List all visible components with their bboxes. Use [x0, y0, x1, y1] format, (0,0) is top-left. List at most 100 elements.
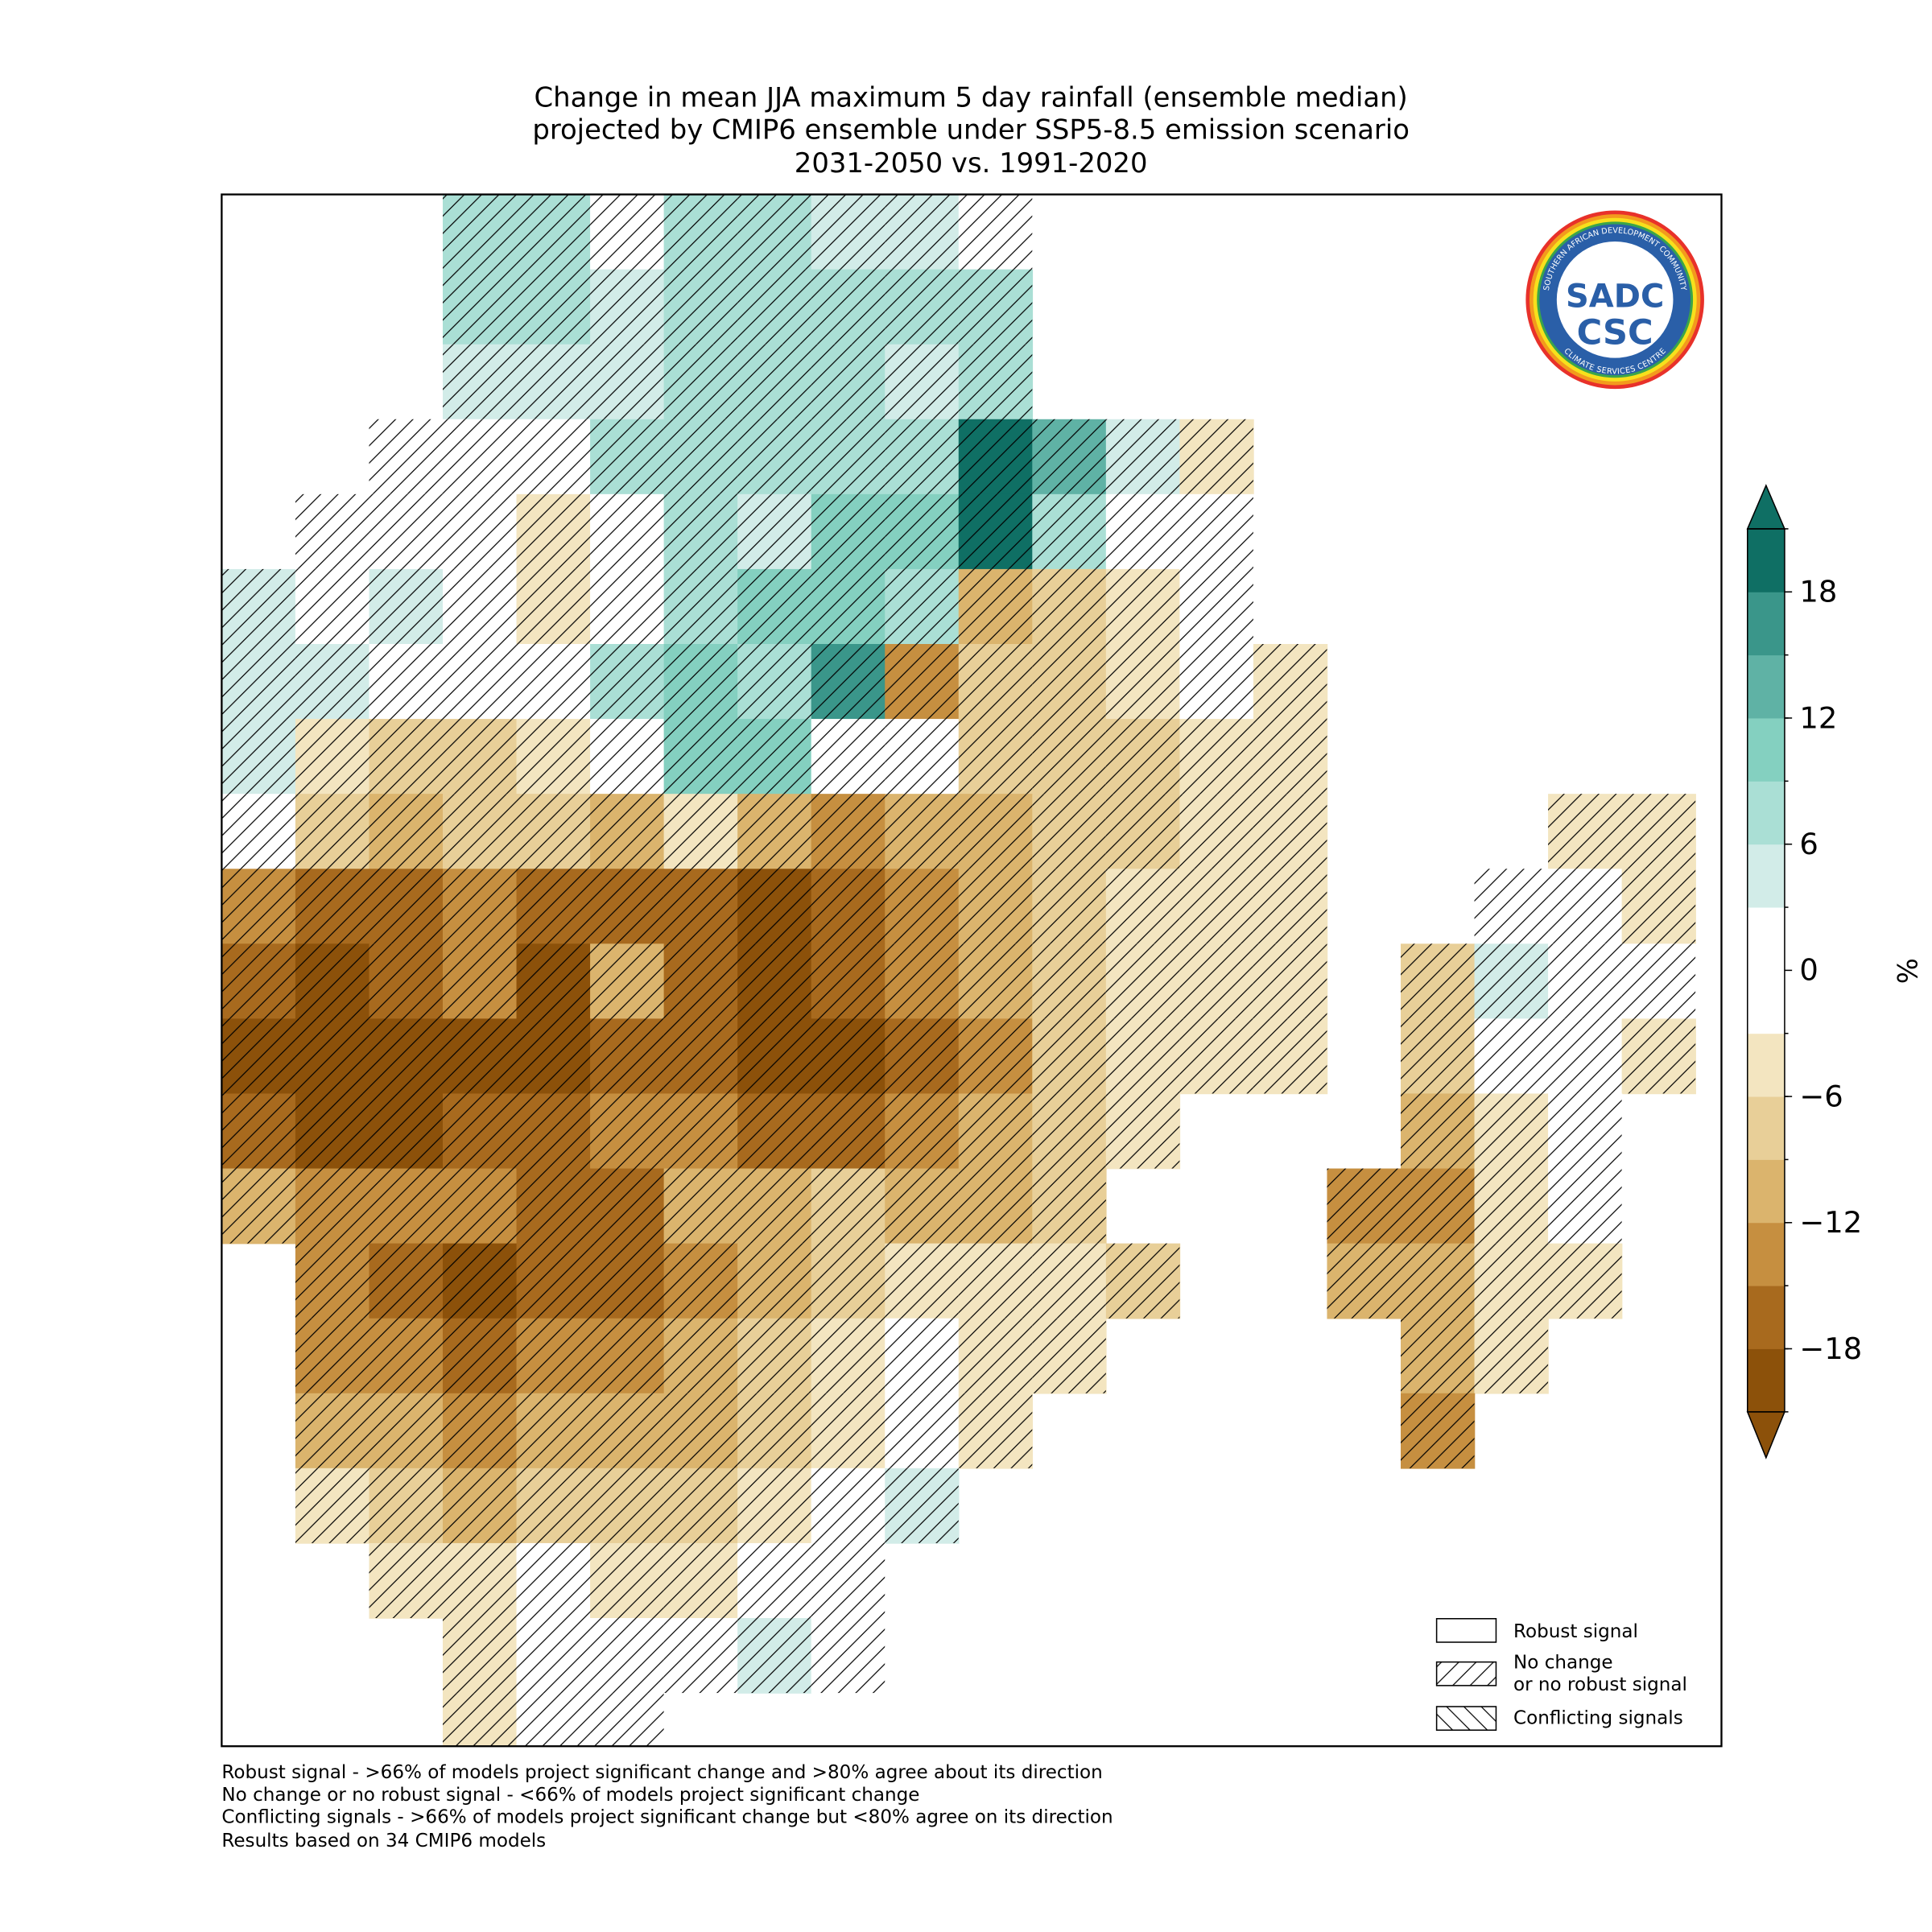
hatch-overlay [295, 568, 369, 644]
hatch-overlay [590, 419, 664, 494]
hatch-overlay [516, 344, 591, 419]
hatch-overlay [885, 493, 959, 569]
hatch-overlay [663, 1468, 738, 1543]
hatch-overlay [958, 869, 1033, 944]
colorbar-tick-label: −12 [1799, 1205, 1862, 1240]
hatch-overlay [958, 419, 1033, 494]
hatch-overlay [737, 493, 811, 569]
hatch-overlay [590, 269, 664, 345]
hatch-overlay [1401, 943, 1475, 1019]
hatch-overlay [811, 493, 886, 569]
hatch-overlay [590, 1243, 664, 1319]
hatch-overlay [958, 943, 1033, 1019]
hatch-overlay [295, 869, 369, 944]
hatch-overlay [590, 493, 664, 569]
colorbar: −18 −12 −6 0 6 12 18% [1746, 484, 1924, 1459]
hatch-overlay [443, 493, 517, 569]
hatch-overlay [516, 1542, 591, 1618]
hatch-overlay [590, 1168, 664, 1244]
hatch-overlay [1401, 1168, 1475, 1244]
hatch-overlay [663, 269, 738, 345]
hatch-overlay [958, 794, 1033, 869]
hatch-overlay [1179, 644, 1253, 720]
hatch-overlay [516, 269, 591, 345]
hatch-overlay [590, 1618, 664, 1694]
hatch-overlay [1032, 943, 1106, 1019]
hatch-overlay [811, 1243, 886, 1319]
hatch-overlay [295, 1018, 369, 1094]
hatch-overlay [1621, 869, 1696, 944]
hatch-overlay [590, 794, 664, 869]
hatch-overlay [737, 269, 811, 345]
hatch-overlay [590, 719, 664, 795]
colorbar-tick-label: 6 [1799, 827, 1818, 861]
hatch-overlay [221, 943, 295, 1019]
hatch-overlay [1032, 869, 1106, 944]
hatch-overlay [369, 869, 443, 944]
hatch-overlay [590, 1093, 664, 1169]
hatch-overlay [737, 1243, 811, 1319]
hatch-overlay [663, 194, 738, 270]
hatch-overlay [737, 644, 811, 720]
legend-swatch [1435, 1618, 1497, 1643]
hatch-overlay [1032, 644, 1106, 720]
hatch-overlay [1032, 1093, 1106, 1169]
hatch-overlay [1105, 1093, 1180, 1169]
hatch-overlay [1179, 869, 1253, 944]
hatch-overlay [885, 869, 959, 944]
hatch-overlay [737, 344, 811, 419]
hatch-overlay [1032, 794, 1106, 869]
hatch-overlay [443, 1542, 517, 1618]
legend-label: or no robust signal [1513, 1674, 1687, 1695]
hatch-overlay [811, 1618, 886, 1694]
hatch-overlay [663, 1168, 738, 1244]
hatch-overlay [1327, 1168, 1401, 1244]
hatch-overlay [443, 1093, 517, 1169]
legend-swatch [1435, 1661, 1497, 1686]
hatch-overlay [443, 1318, 517, 1393]
hatch-overlay [811, 1468, 886, 1543]
logo-text: SADC [1566, 279, 1664, 316]
legend: Robust signal No change or no robust sig… [1435, 1618, 1687, 1731]
hatch-overlay [737, 794, 811, 869]
hatch-overlay [221, 1018, 295, 1094]
hatch-overlay [1401, 1243, 1475, 1319]
hatch-overlay [369, 943, 443, 1019]
hatch-overlay [369, 1018, 443, 1094]
hatch-overlay [1474, 1018, 1549, 1094]
hatch-overlay [590, 943, 664, 1019]
hatch-overlay [1253, 644, 1327, 720]
hatch-overlay [811, 869, 886, 944]
hatch-overlay [590, 568, 664, 644]
hatch-overlay [516, 719, 591, 795]
hatch-overlay [590, 1468, 664, 1543]
hatch-overlay [590, 194, 664, 270]
colorbar-segment [1747, 907, 1785, 1034]
hatch-overlay [516, 1243, 591, 1319]
hatch-overlay [1179, 493, 1253, 569]
hatch-overlay [1401, 1318, 1475, 1393]
hatch-overlay [1621, 943, 1696, 1019]
hatch-overlay [885, 194, 959, 270]
hatch-overlay [295, 794, 369, 869]
hatch-overlay [737, 1168, 811, 1244]
hatch-overlay [221, 794, 295, 869]
hatch-overlay [885, 1468, 959, 1543]
hatch-overlay [369, 1318, 443, 1393]
hatch-overlay [663, 869, 738, 944]
hatch-overlay [885, 1018, 959, 1094]
hatch-overlay [1032, 493, 1106, 569]
hatch-overlay [811, 194, 886, 270]
hatch-overlay [369, 644, 443, 720]
hatch-overlay [737, 1468, 811, 1543]
hatch-overlay [590, 869, 664, 944]
hatch-overlay [1253, 943, 1327, 1019]
hatch-overlay [443, 194, 517, 270]
hatch-overlay [1105, 943, 1180, 1019]
hatch-overlay [811, 1542, 886, 1618]
hatch-overlay [811, 344, 886, 419]
colorbar-extend [1746, 484, 1786, 530]
hatch-overlay [958, 344, 1033, 419]
hatch-overlay [885, 344, 959, 419]
hatch-overlay [1548, 869, 1622, 944]
